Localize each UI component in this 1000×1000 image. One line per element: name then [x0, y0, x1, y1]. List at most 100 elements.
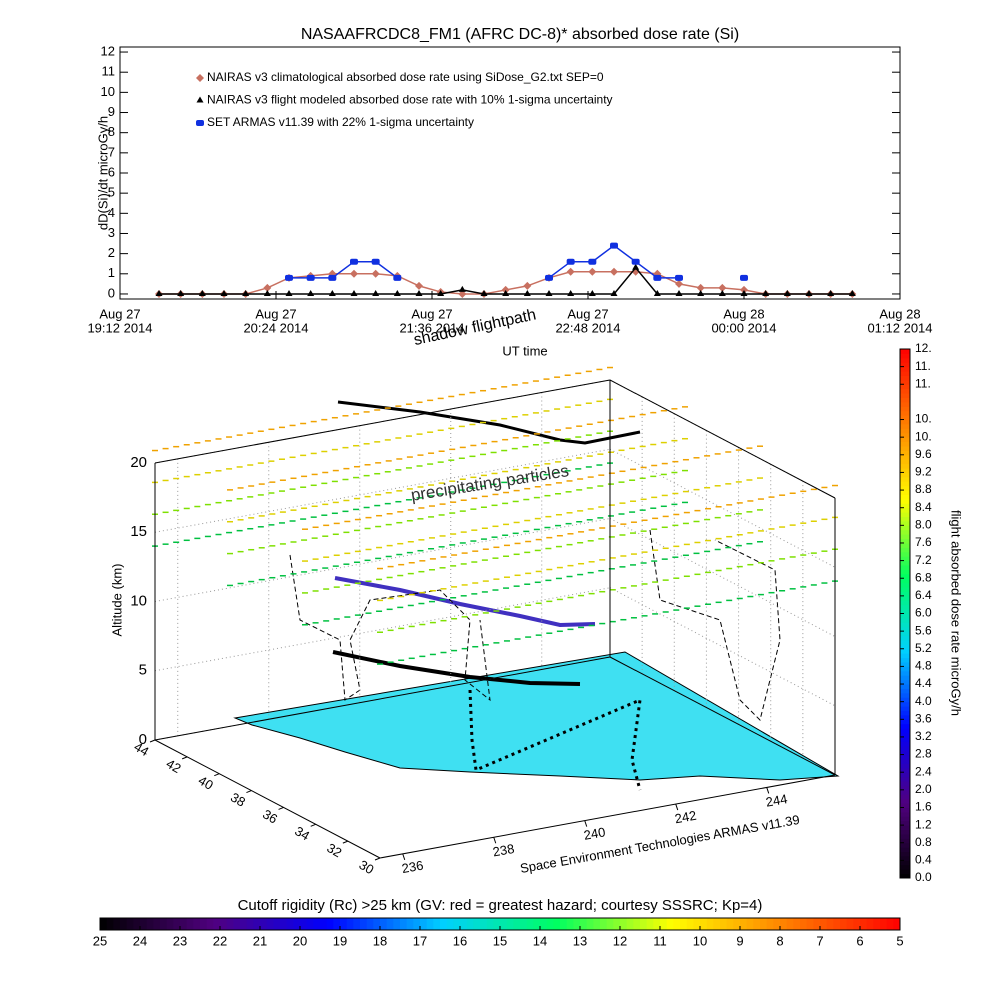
colorbar-segment [793, 918, 801, 930]
colorbar-segment [900, 397, 910, 403]
colorbar-segment [900, 516, 910, 522]
colorbar-segment [900, 384, 910, 390]
colorbar-segment [573, 918, 581, 930]
data-point [307, 289, 315, 296]
colorbar-tick-label: 2.0 [915, 782, 932, 796]
colorbar-tick-label: 22 [213, 933, 227, 948]
colorbar-segment [366, 918, 374, 930]
colorbar-segment [900, 520, 910, 526]
data-point [805, 289, 813, 296]
colorbar-tick-label: 0.0 [915, 870, 932, 884]
colorbar-tick-label: 16 [453, 933, 467, 948]
colorbar-segment [900, 688, 910, 694]
colorbar-segment [386, 918, 394, 930]
colorbar-segment [900, 485, 910, 491]
colorbar-tick-label: 10. [915, 429, 932, 443]
colorbar-segment [213, 918, 221, 930]
data-point [762, 289, 770, 296]
z-tick-label: 20 [130, 454, 147, 471]
colorbar-segment [880, 918, 888, 930]
colorbar-tick-label: 20 [293, 933, 307, 948]
colorbar-segment [900, 767, 910, 773]
colorbar-segment [420, 918, 428, 930]
colorbar-segment [900, 706, 910, 711]
colorbar-segment [773, 918, 781, 930]
colorbar-segment [900, 772, 910, 778]
colorbar-tick-label: 8.4 [915, 500, 932, 514]
colorbar-tick-label: 14 [533, 933, 547, 948]
colorbar-segment [900, 692, 910, 698]
colorbar-segment [900, 631, 910, 637]
colorbar-segment [900, 419, 910, 425]
colorbar-segment [353, 918, 361, 930]
y-tick-label: 8 [108, 124, 115, 139]
colorbar-segment [900, 851, 910, 857]
colorbar-segment [306, 918, 314, 930]
colorbar-segment [900, 454, 910, 460]
colorbar-tick-label: 13 [573, 933, 587, 948]
colorbar-segment [900, 670, 910, 676]
colorbar-segment [753, 918, 761, 930]
data-point [263, 283, 272, 292]
colorbar-segment [900, 794, 910, 800]
colorbar-tick-label: 11 [653, 933, 667, 948]
colorbar-segment [900, 785, 910, 791]
colorbar-segment [900, 587, 910, 592]
x-tick-label: Aug 27 [99, 306, 140, 321]
colorbar-tick-label: 7.6 [915, 535, 932, 549]
colorbar-segment [900, 560, 910, 566]
colorbar-segment [646, 918, 654, 930]
colorbar-segment [640, 918, 648, 930]
axis-edge [609, 379, 836, 499]
colorbar-segment [846, 918, 854, 930]
x-tick [584, 820, 588, 827]
legend-label: NAIRAS v3 flight modeled absorbed dose r… [207, 93, 613, 107]
colorbar-segment [293, 918, 301, 930]
colorbar-segment [900, 803, 910, 808]
colorbar-segment [900, 393, 910, 398]
y-tick-label: 11 [102, 64, 116, 79]
axis-edge [154, 656, 611, 741]
colorbar-segment [286, 918, 294, 930]
data-point [567, 289, 575, 296]
colorbar-segment [166, 918, 174, 930]
colorbar-segment [673, 918, 681, 930]
x-axis-label: UT time [502, 343, 547, 358]
colorbar-segment [260, 918, 268, 930]
colorbar-tick-label: 10. [915, 412, 932, 426]
y-tick-label: 4 [108, 205, 115, 220]
colorbar-tick-label: 15 [493, 933, 507, 948]
z-tick-label: 5 [139, 662, 147, 679]
colorbar-segment [900, 547, 910, 553]
colorbar-segment [900, 648, 910, 654]
colorbar-segment [900, 490, 910, 495]
data-point [523, 289, 531, 296]
data-point [653, 274, 662, 281]
colorbar-segment [900, 494, 910, 500]
y-tick [149, 739, 156, 743]
colorbar-segment [900, 869, 910, 875]
colorbar-segment [273, 918, 281, 930]
data-point [393, 289, 401, 296]
colorbar-segment [900, 776, 910, 782]
colorbar-tick-label: 5 [896, 933, 903, 948]
colorbar-segment [900, 450, 910, 456]
colorbar-segment [900, 362, 910, 368]
colorbar-title: Cutoff rigidity (Rc) >25 km (GV: red = g… [238, 897, 763, 914]
colorbar-tick-label: 19 [333, 933, 347, 948]
colorbar-segment [760, 918, 768, 930]
data-point [696, 283, 705, 292]
colorbar-segment [266, 918, 274, 930]
colorbar-segment [400, 918, 408, 930]
colorbar-segment [126, 918, 134, 930]
data-point [740, 285, 748, 294]
colorbar-segment [333, 918, 341, 930]
colorbar-segment [313, 918, 321, 930]
colorbar-segment [900, 582, 910, 588]
y-tick-label: 10 [101, 84, 115, 99]
data-point [196, 74, 204, 82]
colorbar-segment [900, 542, 910, 548]
data-point [177, 289, 185, 296]
colorbar-segment [900, 635, 910, 641]
colorbar-segment [320, 918, 328, 930]
